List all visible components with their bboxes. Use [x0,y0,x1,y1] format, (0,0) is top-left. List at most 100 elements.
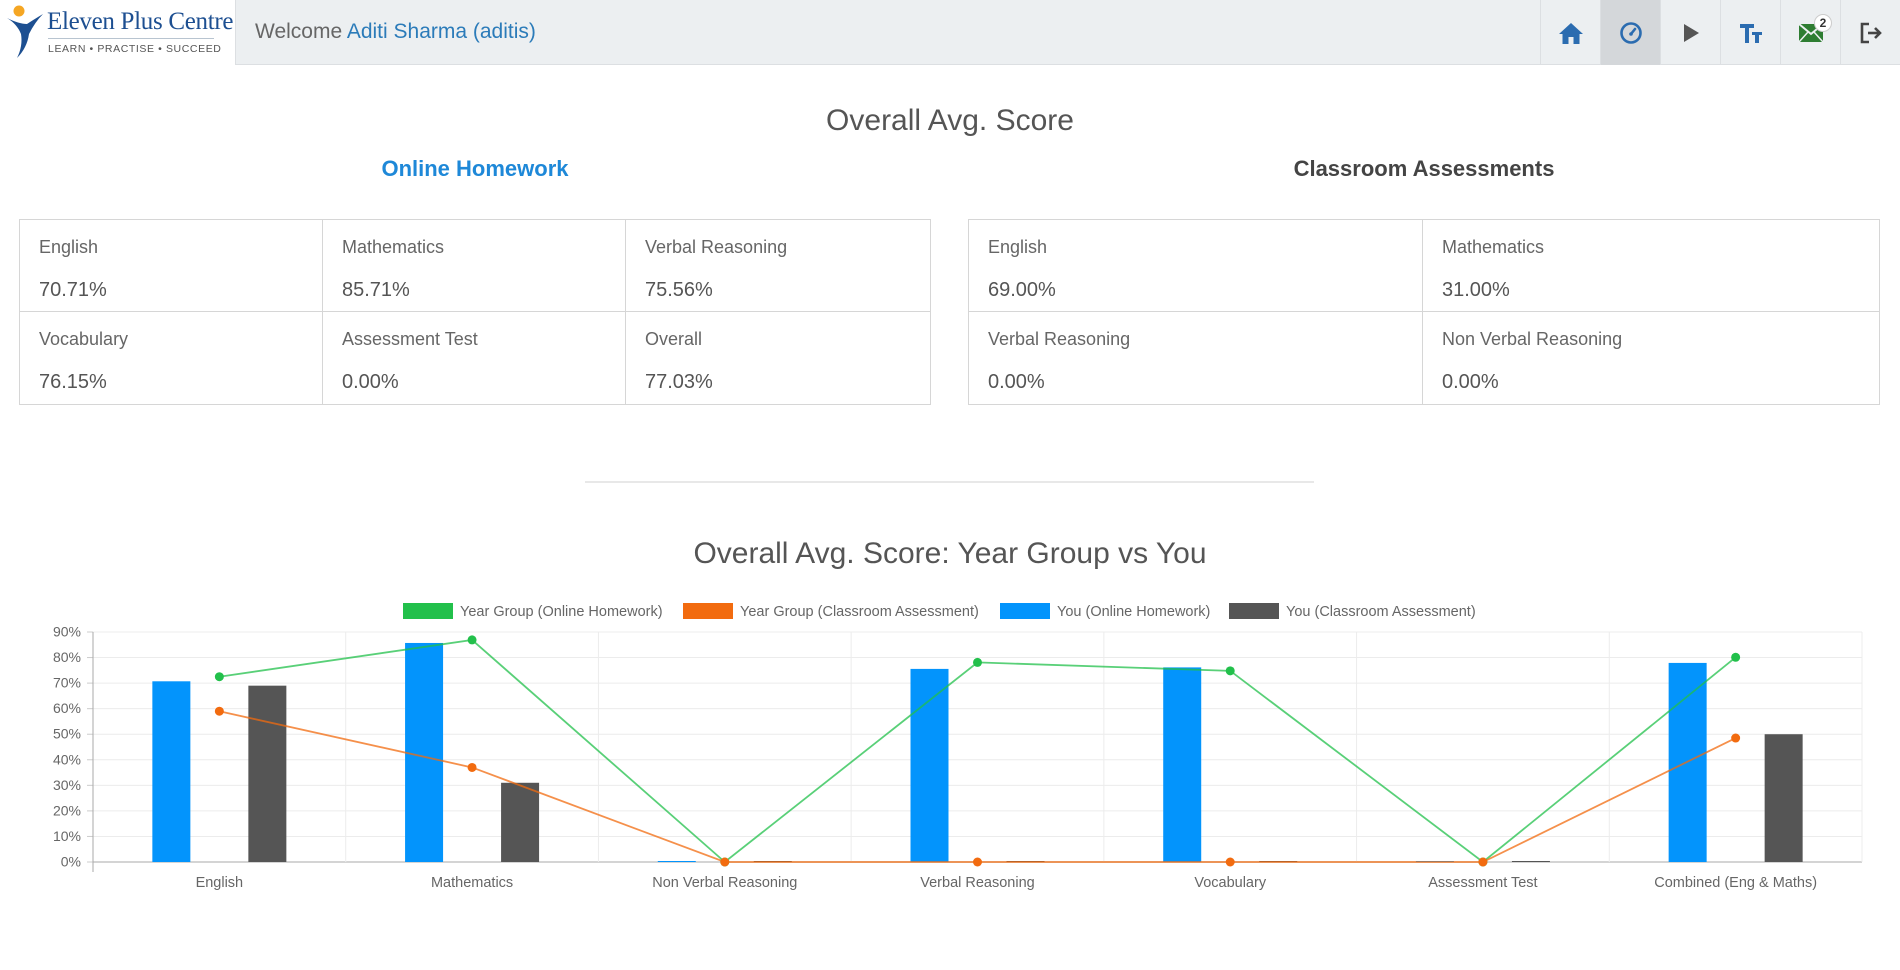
top-nav: 2 [1540,0,1900,65]
legend-swatch-you-online-homework [1000,603,1050,619]
line-year-group-online-homework [219,638,1737,864]
top-bar: Eleven Plus Centre LEARN • PRACTISE • SU… [0,0,1900,65]
logout-icon [1860,22,1882,43]
score-value: 0.00% [342,371,399,393]
x-tick-label-combined-eng-maths: Combined (Eng & Maths) [1654,875,1817,891]
messages-count-badge: 2 [1814,14,1832,32]
point-year-group-online-homework-combined-eng-maths [1731,652,1741,662]
user-name-link[interactable]: Aditi Sharma (aditis) [346,20,536,43]
score-cell-online-assessment-test: Assessment Test 0.00% [323,312,626,404]
legend-swatch-you-classroom-assessment [1229,603,1279,619]
score-cell-online-vocabulary: Vocabulary 76.15% [20,312,323,404]
score-label: Vocabulary [39,329,129,349]
point-year-group-classroom-assessment-vocabulary [1225,857,1235,867]
overall-score-title: Overall Avg. Score [826,104,1074,137]
legend-label-year-group-classroom-assessment: Year Group (Classroom Assessment) [740,604,979,620]
bar-you-classroom-assessment-mathematics [501,782,540,862]
y-tick-label: 0% [61,854,81,870]
point-year-group-online-homework-verbal-reasoning [973,657,982,667]
x-tick-label-non-verbal-reasoning: Non Verbal Reasoning [652,875,797,891]
home-icon [1558,22,1583,44]
score-value: 70.71% [39,279,107,301]
score-value: 77.03% [645,371,713,393]
score-label: Verbal Reasoning [988,329,1131,349]
point-year-group-classroom-assessment-assessment-test [1478,857,1488,867]
online-homework-title[interactable]: Online Homework [381,156,569,181]
bar-you-online-homework-vocabulary [1163,667,1202,862]
point-year-group-classroom-assessment-mathematics [467,762,477,772]
logo-figure-icon [7,5,43,58]
y-tick-label: 50% [53,726,81,742]
bar-you-classroom-assessment-combined-eng-maths [1764,734,1803,862]
play-button[interactable] [1660,0,1720,65]
bar-you-online-homework-mathematics [405,642,444,862]
logo[interactable]: Eleven Plus Centre LEARN • PRACTISE • SU… [0,0,236,65]
y-tick-label: 70% [53,675,81,691]
online-homework-scores: English 70.71% Mathematics 85.71% Verbal… [19,219,931,405]
x-tick-label-vocabulary: Vocabulary [1194,875,1266,891]
bar-you-online-homework-verbal-reasoning [910,668,949,862]
text-size-button[interactable] [1720,0,1780,65]
x-tick-label-english: English [196,875,244,891]
point-year-group-classroom-assessment-combined-eng-maths [1731,733,1741,743]
y-tick-label: 60% [53,700,81,716]
legend-label-you-classroom-assessment: You (Classroom Assessment) [1286,604,1476,620]
bar-you-online-homework-non-verbal-reasoning [657,861,696,862]
score-cell-online-mathematics: Mathematics 85.71% [323,220,626,312]
point-year-group-online-homework-vocabulary [1225,666,1235,676]
legend-label-you-online-homework: You (Online Homework) [1057,604,1210,620]
score-value: 75.56% [645,279,713,301]
play-icon [1683,23,1699,42]
score-label: Non Verbal Reasoning [1442,329,1623,349]
logo-name: Eleven Plus Centre [47,8,234,35]
score-cell-classroom-english: English 69.00% [969,220,1423,312]
y-tick-label: 40% [53,751,81,767]
score-cell-online-english: English 70.71% [20,220,323,312]
legend-label-year-group-online-homework: Year Group (Online Homework) [460,604,663,620]
welcome-message: Welcome Aditi Sharma (aditis) [255,20,536,44]
score-value: 31.00% [1442,279,1510,301]
dashboard-button[interactable] [1600,0,1660,65]
score-value: 0.00% [1442,371,1499,393]
score-cell-classroom-verbal-reasoning: Verbal Reasoning 0.00% [969,312,1423,404]
point-year-group-online-homework-mathematics [467,635,477,645]
bar-you-classroom-assessment-assessment-test [1511,861,1550,862]
score-label: English [988,237,1048,257]
score-comparison-chart: 0% 10% 20% 30% 40% 50% 60% 70% 80% 90% English Math… [53,603,1863,891]
score-label: Verbal Reasoning [645,237,788,257]
logout-button[interactable] [1840,0,1900,65]
score-label: Assessment Test [342,329,478,349]
home-button[interactable] [1540,0,1600,65]
score-cell-online-overall: Overall 77.03% [626,312,930,404]
score-value: 76.15% [39,371,107,393]
y-tick-label: 30% [53,777,81,793]
y-tick-label: 80% [53,649,81,665]
score-value: 85.71% [342,279,410,301]
point-year-group-classroom-assessment-verbal-reasoning [973,857,982,867]
classroom-assessments-title: Classroom Assessments [1293,156,1555,181]
score-cell-classroom-non-verbal-reasoning: Non Verbal Reasoning 0.00% [1423,312,1879,404]
score-value: 0.00% [988,371,1045,393]
messages-button[interactable]: 2 [1780,0,1840,65]
score-label: Overall [645,329,703,349]
section-divider [585,481,1314,483]
score-label: English [39,237,99,257]
point-year-group-classroom-assessment-english [214,706,224,716]
score-label: Mathematics [342,237,445,257]
y-tick-label: 10% [53,828,81,844]
x-tick-label-verbal-reasoning: Verbal Reasoning [920,875,1034,891]
y-tick-label: 20% [53,802,81,818]
classroom-assessment-scores: English 69.00% Mathematics 31.00% Verbal… [968,219,1880,405]
legend-swatch-year-group-classroom-assessment [683,603,733,619]
legend-swatch-year-group-online-homework [403,603,453,619]
dashboard-icon [1619,21,1642,44]
score-cell-classroom-mathematics: Mathematics 31.00% [1423,220,1879,312]
bar-you-online-homework-english [152,681,191,862]
y-tick-label: 90% [53,624,81,640]
score-label: Mathematics [1442,237,1545,257]
text-size-icon [1739,23,1762,43]
point-year-group-classroom-assessment-non-verbal-reasoning [720,857,730,867]
x-tick-label-mathematics: Mathematics [431,875,513,891]
score-cell-online-verbal-reasoning: Verbal Reasoning 75.56% [626,220,930,312]
logo-rule [48,38,214,39]
